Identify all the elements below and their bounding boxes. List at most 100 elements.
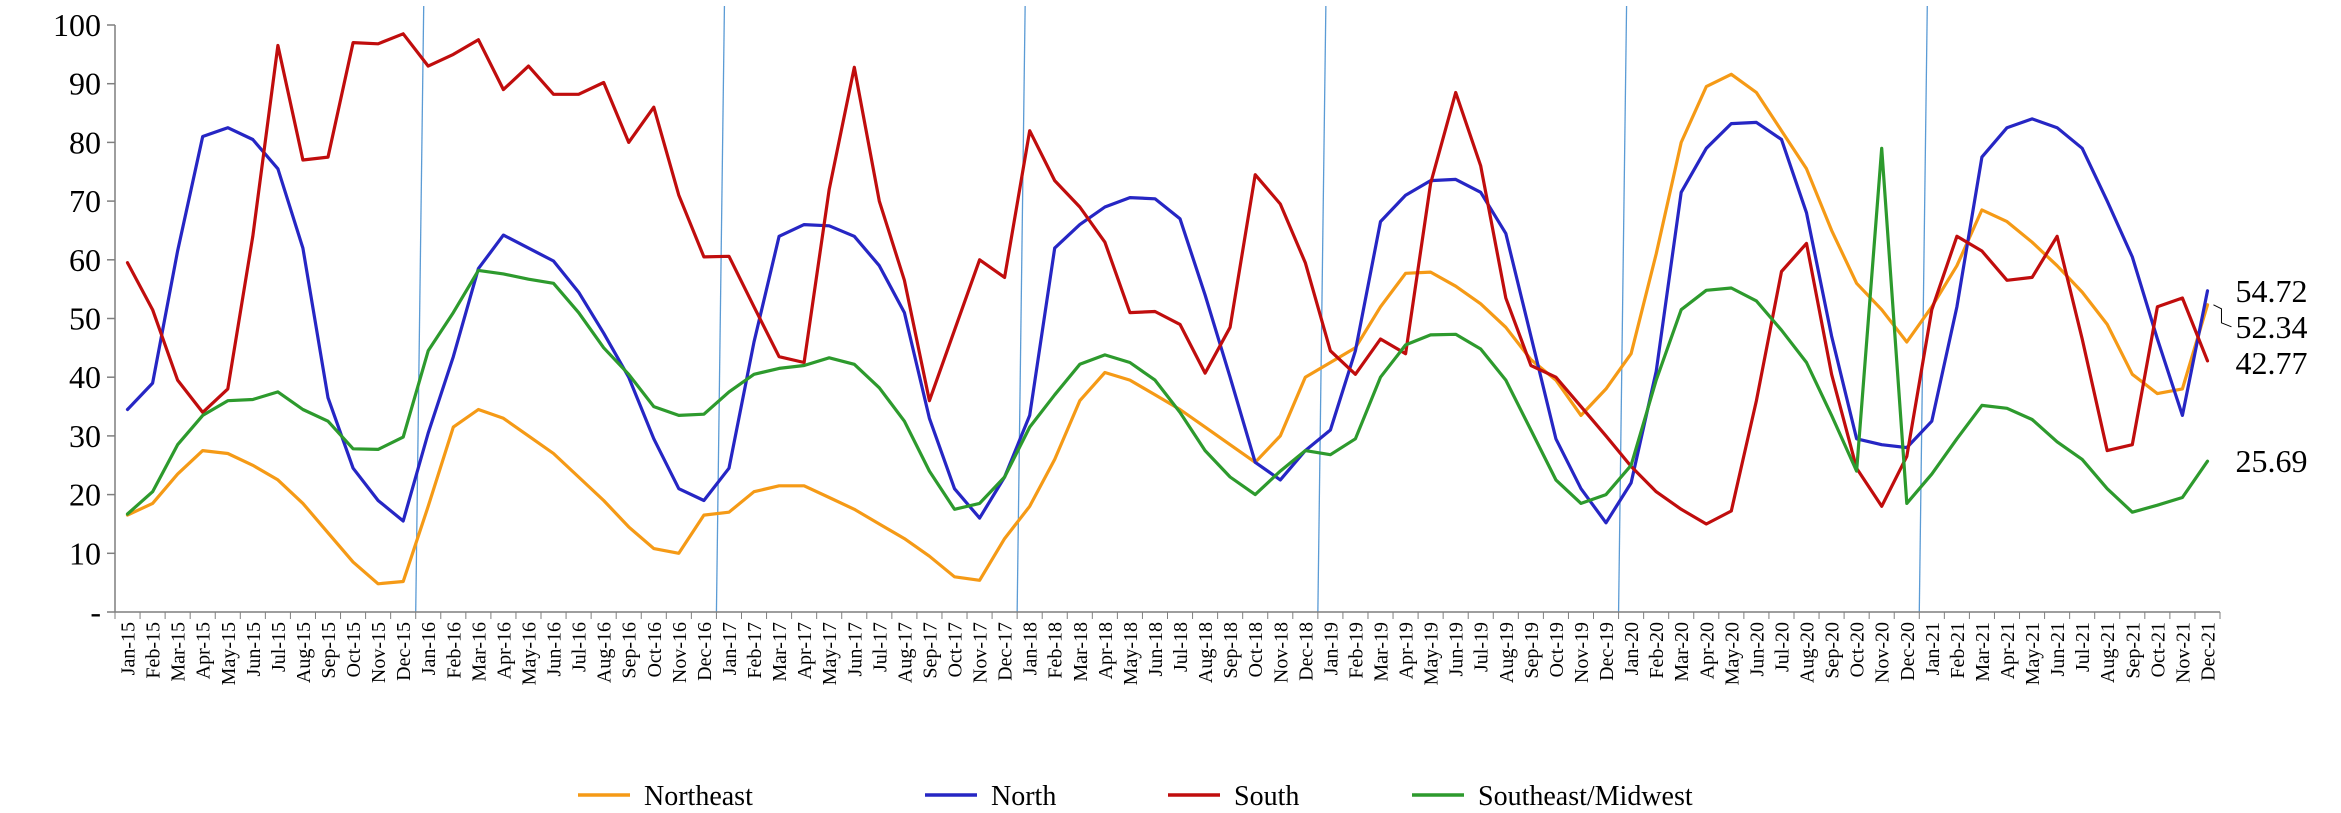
x-tick-label: Jun-16	[544, 622, 566, 676]
year-separator-line	[415, 5, 425, 613]
x-tick-label: Jan-16	[418, 622, 440, 675]
x-tick-label: May-21	[2022, 622, 2044, 685]
x-tick-label: Jul-15	[268, 622, 290, 672]
x-tick-label: Apr-20	[1696, 622, 1718, 679]
x-tick-label: Jan-18	[1020, 622, 1042, 675]
x-tick-label: Dec-19	[1596, 622, 1618, 681]
x-tick-label: Mar-21	[1972, 622, 1994, 682]
x-tick-label: May-15	[218, 622, 240, 685]
x-tick-label: Sep-20	[1822, 622, 1844, 679]
y-tick-label: 90	[69, 66, 101, 102]
year-separator-line	[1918, 5, 1928, 613]
x-tick-label: Aug-18	[1195, 622, 1217, 683]
x-tick-label: May-17	[819, 622, 841, 685]
legend-label: South	[1234, 781, 1299, 812]
x-tick-label: Mar-17	[769, 622, 791, 682]
legend-label: Southeast/Midwest	[1478, 781, 1693, 812]
x-tick-label: Feb-15	[143, 622, 165, 679]
x-tick-label: Aug-16	[594, 622, 616, 683]
legend-label: North	[991, 781, 1056, 812]
y-tick-label: 40	[69, 359, 101, 395]
x-tick-label: Dec-15	[393, 622, 415, 681]
end-label: 52.34	[2235, 309, 2307, 345]
x-tick-label: Nov-20	[1872, 622, 1894, 683]
x-tick-label: Feb-20	[1646, 622, 1668, 679]
x-tick-label: Feb-21	[1947, 622, 1969, 679]
x-axis-ticks: Jan-15 Feb-15 Mar-15 Apr-15 May-15 Jun-15 Jul-…	[114, 612, 2221, 685]
x-tick-label: Nov-15	[368, 622, 390, 683]
x-tick-label: Aug-17	[894, 622, 916, 683]
x-tick-label: Apr-18	[1095, 622, 1117, 679]
x-tick-label: Apr-16	[493, 622, 515, 679]
x-tick-label: Nov-18	[1270, 622, 1292, 683]
x-tick-label: Sep-18	[1220, 622, 1242, 679]
year-separator-line	[715, 5, 726, 613]
x-tick-label: Nov-21	[2172, 622, 2194, 683]
x-tick-label: Oct-16	[644, 622, 666, 678]
year-separator-line	[1617, 5, 1628, 613]
y-tick-label: -	[90, 594, 101, 630]
x-tick-label: Jan-20	[1621, 622, 1643, 675]
y-tick-label: 50	[69, 301, 101, 337]
x-tick-label: Jun-17	[844, 622, 866, 676]
year-separator-line	[1016, 5, 1026, 613]
series-line-northeast	[125, 72, 2210, 586]
end-label: 25.69	[2235, 443, 2307, 479]
end-label-leader	[2213, 304, 2232, 328]
end-label: 54.72	[2235, 273, 2307, 309]
x-tick-label: Feb-19	[1345, 622, 1367, 679]
legend: Northeast North South Southeast/Midwest	[578, 781, 1693, 812]
y-tick-label: 70	[69, 183, 101, 219]
y-tick-label: 20	[69, 477, 101, 513]
x-tick-label: Jul-20	[1771, 622, 1793, 672]
x-tick-label: Oct-21	[2147, 622, 2169, 678]
x-tick-label: Jun-20	[1746, 622, 1768, 676]
y-tick-label: 10	[69, 535, 101, 571]
x-tick-label: Jan-19	[1320, 622, 1342, 675]
x-tick-label: Dec-16	[694, 622, 716, 681]
y-tick-label: 80	[69, 124, 101, 160]
x-tick-label: May-19	[1421, 622, 1443, 685]
x-tick-label: Sep-21	[2122, 622, 2144, 679]
x-tick-label: Jan-15	[118, 622, 140, 675]
y-tick-label: 100	[53, 7, 101, 43]
x-tick-label: Sep-19	[1521, 622, 1543, 679]
x-tick-label: Mar-16	[468, 622, 490, 682]
x-tick-label: Apr-17	[794, 622, 816, 679]
y-tick-label: 60	[69, 242, 101, 278]
x-tick-label: Mar-20	[1671, 622, 1693, 682]
x-tick-label: Dec-18	[1295, 622, 1317, 681]
x-tick-label: Jul-21	[2072, 622, 2094, 672]
x-tick-label: Jun-21	[2047, 622, 2069, 676]
x-tick-label: Oct-15	[343, 622, 365, 678]
x-tick-label: Aug-20	[1797, 622, 1819, 683]
x-tick-label: May-20	[1721, 622, 1743, 685]
series-lines	[125, 32, 2210, 586]
x-tick-label: Oct-17	[944, 622, 966, 678]
x-tick-label: Dec-21	[2197, 622, 2219, 681]
x-tick-label: Sep-16	[619, 622, 641, 679]
x-tick-label: Sep-17	[919, 622, 941, 679]
series-line-south	[125, 32, 2210, 526]
x-tick-label: Mar-18	[1070, 622, 1092, 682]
year-separator-line	[1317, 5, 1327, 613]
x-tick-label: Jan-17	[719, 622, 741, 675]
x-tick-label: May-16	[518, 622, 540, 685]
x-tick-label: Jan-21	[1922, 622, 1944, 675]
x-tick-label: Oct-18	[1245, 622, 1267, 678]
year-separators	[415, 5, 1928, 613]
x-tick-label: Apr-19	[1396, 622, 1418, 679]
y-axis-ticks: - 10 20 30 40 50 60 70 80 90 100	[53, 7, 115, 630]
x-tick-label: Jun-18	[1145, 622, 1167, 676]
x-tick-label: Feb-18	[1045, 622, 1067, 679]
series-line-southeast-midwest	[125, 146, 2210, 516]
x-tick-label: Jun-19	[1446, 622, 1468, 676]
x-tick-label: Dec-20	[1897, 622, 1919, 681]
x-tick-label: Sep-15	[318, 622, 340, 679]
x-tick-label: Jun-15	[243, 622, 265, 676]
x-tick-label: Jul-17	[869, 622, 891, 672]
x-tick-label: Jul-18	[1170, 622, 1192, 672]
series-line-north	[125, 117, 2210, 525]
x-tick-label: Apr-21	[1997, 622, 2019, 679]
